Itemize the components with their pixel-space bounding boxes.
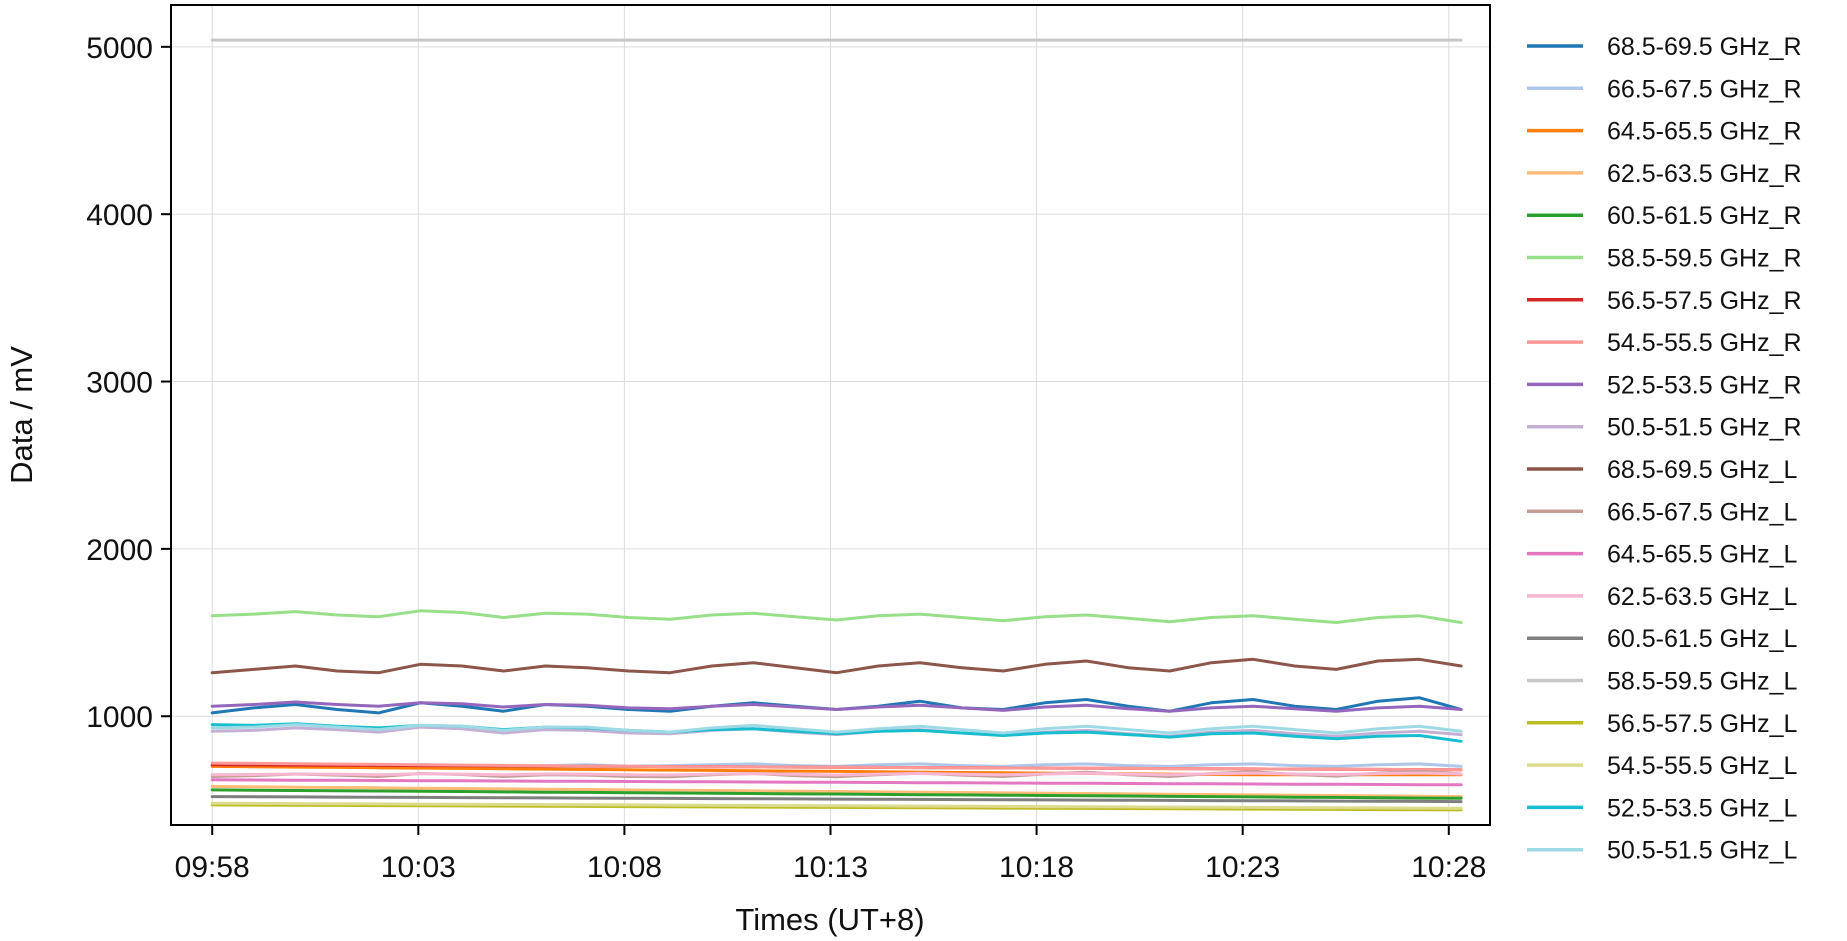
legend-label: 50.5-51.5 GHz_L (1607, 837, 1797, 865)
legend-label: 62.5-63.5 GHz_L (1607, 583, 1797, 611)
legend-item: 62.5-63.5 GHz_R (1527, 160, 1802, 188)
legend-item: 60.5-61.5 GHz_R (1527, 202, 1802, 230)
legend-label: 64.5-65.5 GHz_R (1607, 118, 1802, 146)
x-tick-label: 10:03 (381, 851, 456, 884)
x-axis-label: Times (UT+8) (735, 902, 924, 937)
legend-item: 60.5-61.5 GHz_L (1527, 625, 1797, 653)
x-tick-label: 09:58 (175, 851, 250, 884)
series-line-2 (210, 764, 1463, 777)
x-axis-ticks: 09:58 10:03 10:08 10:13 10:18 10:23 10:28 (175, 825, 1486, 884)
legend-item: 50.5-51.5 GHz_R (1527, 414, 1802, 442)
y-tick-label: 2000 (86, 534, 153, 567)
legend-item: 64.5-65.5 GHz_R (1527, 118, 1802, 146)
legend-item: 68.5-69.5 GHz_L (1527, 456, 1797, 484)
x-tick-label: 10:13 (793, 851, 868, 884)
legend-label: 58.5-59.5 GHz_L (1607, 668, 1797, 696)
legend-label: 66.5-67.5 GHz_L (1607, 498, 1797, 526)
legend-item: 52.5-53.5 GHz_L (1527, 794, 1797, 822)
series-line-5 (210, 609, 1463, 624)
series-line-16 (210, 803, 1463, 812)
x-tick-label: 10:18 (999, 851, 1074, 884)
legend-label: 56.5-57.5 GHz_R (1607, 287, 1802, 315)
y-tick-label: 1000 (86, 701, 153, 734)
series-lines (210, 38, 1463, 812)
grid (171, 5, 1490, 825)
legend-label: 66.5-67.5 GHz_R (1607, 75, 1802, 103)
legend-label: 64.5-65.5 GHz_L (1607, 541, 1797, 569)
legend-item: 64.5-65.5 GHz_L (1527, 541, 1797, 569)
legend: 68.5-69.5 GHz_R 66.5-67.5 GHz_R 64.5-65.5 … (1527, 33, 1802, 865)
legend-item: 66.5-67.5 GHz_L (1527, 498, 1797, 526)
legend-item: 56.5-57.5 GHz_L (1527, 710, 1797, 738)
legend-item: 58.5-59.5 GHz_L (1527, 668, 1797, 696)
y-axis-label: Data / mV (4, 346, 39, 484)
y-axis-ticks: 1000 2000 3000 4000 5000 (86, 32, 171, 734)
legend-item: 50.5-51.5 GHz_L (1527, 837, 1797, 865)
legend-item: 54.5-55.5 GHz_L (1527, 752, 1797, 780)
series-line-7 (210, 761, 1463, 772)
legend-label: 62.5-63.5 GHz_R (1607, 160, 1802, 188)
series-line-19 (210, 723, 1463, 735)
legend-label: 68.5-69.5 GHz_R (1607, 33, 1802, 61)
x-tick-label: 10:28 (1411, 851, 1486, 884)
x-tick-label: 10:08 (587, 851, 662, 884)
legend-label: 60.5-61.5 GHz_L (1607, 625, 1797, 653)
legend-label: 58.5-59.5 GHz_R (1607, 245, 1802, 273)
legend-label: 56.5-57.5 GHz_L (1607, 710, 1797, 738)
y-tick-label: 4000 (86, 199, 153, 232)
legend-item: 52.5-53.5 GHz_R (1527, 371, 1802, 399)
legend-item: 68.5-69.5 GHz_R (1527, 33, 1802, 61)
series-line-14 (210, 795, 1463, 804)
legend-label: 54.5-55.5 GHz_L (1607, 752, 1797, 780)
legend-label: 50.5-51.5 GHz_R (1607, 414, 1802, 442)
series-line-10 (210, 657, 1463, 675)
legend-label: 68.5-69.5 GHz_L (1607, 456, 1797, 484)
series-line-3 (210, 785, 1463, 799)
series-line-13 (210, 771, 1463, 777)
legend-item: 66.5-67.5 GHz_R (1527, 75, 1802, 103)
legend-item: 58.5-59.5 GHz_R (1527, 245, 1802, 273)
y-tick-label: 3000 (86, 367, 153, 400)
x-tick-label: 10:23 (1205, 851, 1280, 884)
legend-item: 62.5-63.5 GHz_L (1527, 583, 1797, 611)
legend-label: 60.5-61.5 GHz_R (1607, 202, 1802, 230)
legend-label: 54.5-55.5 GHz_R (1607, 329, 1802, 357)
legend-label: 52.5-53.5 GHz_L (1607, 794, 1797, 822)
series-line-8 (210, 700, 1463, 713)
series-line-12 (210, 778, 1463, 787)
series-line-4 (210, 788, 1463, 800)
legend-label: 52.5-53.5 GHz_R (1607, 371, 1802, 399)
series-line-17 (210, 801, 1463, 810)
legend-item: 56.5-57.5 GHz_R (1527, 287, 1802, 315)
y-tick-label: 5000 (86, 32, 153, 65)
legend-item: 54.5-55.5 GHz_R (1527, 329, 1802, 357)
